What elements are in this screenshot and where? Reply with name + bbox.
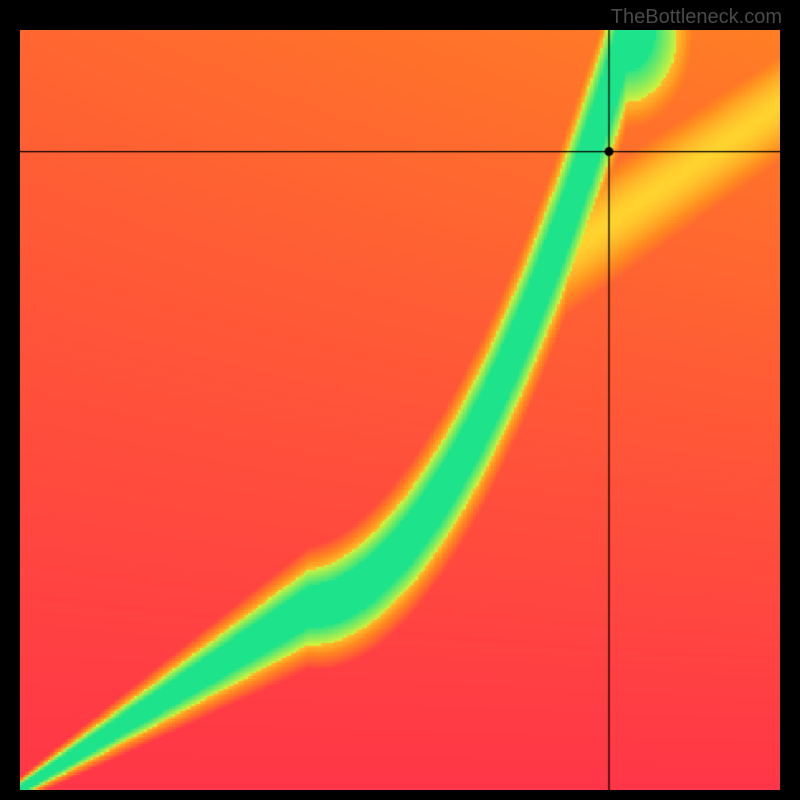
bottleneck-heatmap — [20, 30, 780, 790]
heatmap-container — [20, 30, 780, 790]
watermark-text: TheBottleneck.com — [611, 6, 782, 29]
chart-frame: TheBottleneck.com — [0, 0, 800, 800]
